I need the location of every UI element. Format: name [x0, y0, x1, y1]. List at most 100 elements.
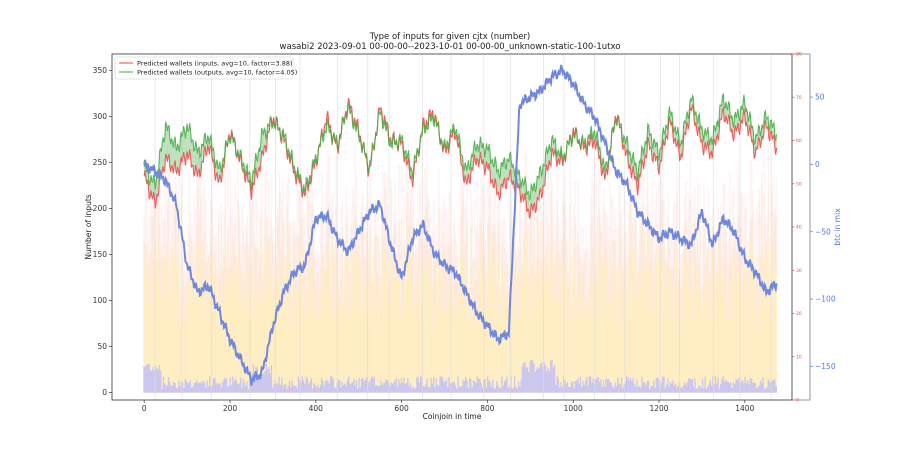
- background-bar: [471, 317, 474, 393]
- background-bar: [288, 292, 291, 393]
- background-bar: [767, 243, 770, 393]
- background-bar: [636, 302, 638, 393]
- background-bar: [622, 258, 624, 393]
- background-bar: [174, 383, 176, 393]
- background-bar: [656, 317, 659, 393]
- background-bar: [341, 283, 344, 393]
- background-bar: [278, 376, 281, 393]
- background-bar: [270, 365, 273, 393]
- background-bar: [380, 380, 382, 393]
- background-bar: [489, 381, 492, 393]
- background-bar: [584, 380, 587, 393]
- background-bar: [184, 312, 187, 393]
- background-bar: [260, 235, 263, 393]
- background-bar: [696, 388, 699, 393]
- background-bar: [671, 383, 673, 393]
- background-bar: [165, 385, 167, 393]
- red-tick-label: 10: [796, 354, 802, 360]
- background-bar: [346, 252, 349, 393]
- background-bar: [167, 377, 170, 393]
- background-bar: [444, 206, 447, 393]
- background-bar: [709, 322, 712, 393]
- background-bar: [516, 388, 519, 393]
- background-bar: [736, 161, 739, 393]
- background-bar: [728, 383, 731, 393]
- background-bar: [623, 384, 626, 393]
- background-bar: [613, 288, 615, 393]
- background-bar: [753, 382, 756, 393]
- background-bar: [290, 221, 292, 393]
- background-bar: [390, 382, 393, 393]
- background-bar: [153, 370, 156, 393]
- background-bar: [687, 290, 690, 393]
- background-bar: [569, 255, 571, 393]
- background-bar: [515, 317, 517, 393]
- background-bar: [332, 191, 335, 393]
- background-bar: [469, 377, 471, 393]
- background-bar: [633, 384, 636, 393]
- background-bar: [417, 179, 420, 393]
- background-bar: [215, 382, 218, 393]
- background-bar: [339, 324, 341, 393]
- background-bar: [143, 264, 145, 393]
- background-bar: [476, 270, 479, 393]
- background-bar: [619, 384, 622, 393]
- background-bar: [319, 384, 322, 393]
- background-bar: [575, 380, 578, 393]
- background-bar: [507, 316, 510, 393]
- background-bar: [283, 384, 286, 393]
- background-bar: [759, 380, 762, 393]
- background-bar: [476, 376, 479, 393]
- background-bar: [196, 283, 198, 393]
- background-bar: [293, 283, 296, 393]
- blue-tick-label: −150: [815, 362, 836, 371]
- background-bar: [286, 388, 288, 393]
- background-bar: [239, 293, 242, 393]
- background-bar: [561, 387, 564, 393]
- background-bar: [224, 243, 227, 393]
- background-bar: [636, 378, 638, 393]
- background-bar: [230, 385, 233, 393]
- background-bar: [354, 253, 357, 393]
- red-tick-label: 80: [796, 52, 802, 58]
- background-bar: [252, 246, 255, 393]
- background-bar: [699, 183, 701, 393]
- background-bar: [556, 243, 559, 393]
- background-bar: [376, 326, 378, 393]
- background-bar: [350, 251, 353, 393]
- background-bar: [439, 312, 442, 393]
- background-bar: [722, 262, 725, 393]
- background-bar: [385, 379, 387, 393]
- background-bar: [261, 374, 264, 393]
- background-bar: [499, 388, 502, 393]
- background-bar: [411, 388, 413, 393]
- background-bar: [687, 378, 690, 393]
- background-bar: [386, 380, 389, 393]
- background-bar: [149, 186, 152, 393]
- background-bar: [703, 388, 705, 393]
- background-bar: [650, 385, 653, 393]
- background-bar: [517, 381, 520, 393]
- background-bar: [587, 322, 590, 393]
- background-bar: [349, 383, 351, 393]
- background-bar: [407, 249, 409, 393]
- background-bar: [496, 314, 498, 393]
- background-bar: [301, 247, 304, 393]
- background-bar: [384, 246, 386, 393]
- background-bar: [669, 381, 672, 393]
- background-bar: [644, 264, 646, 393]
- background-bar: [647, 380, 650, 393]
- background-bar: [750, 378, 753, 393]
- background-bar: [645, 254, 647, 393]
- background-bar: [389, 386, 391, 393]
- red-tick-label: 50: [796, 181, 802, 187]
- background-bar: [448, 377, 451, 393]
- background-bar: [488, 277, 490, 393]
- background-bar: [761, 247, 763, 393]
- background-bar: [701, 313, 704, 393]
- background-bar: [279, 385, 282, 393]
- background-bar: [458, 316, 461, 393]
- background-bar: [403, 377, 405, 393]
- background-bar: [521, 286, 524, 393]
- background-bar: [288, 380, 291, 393]
